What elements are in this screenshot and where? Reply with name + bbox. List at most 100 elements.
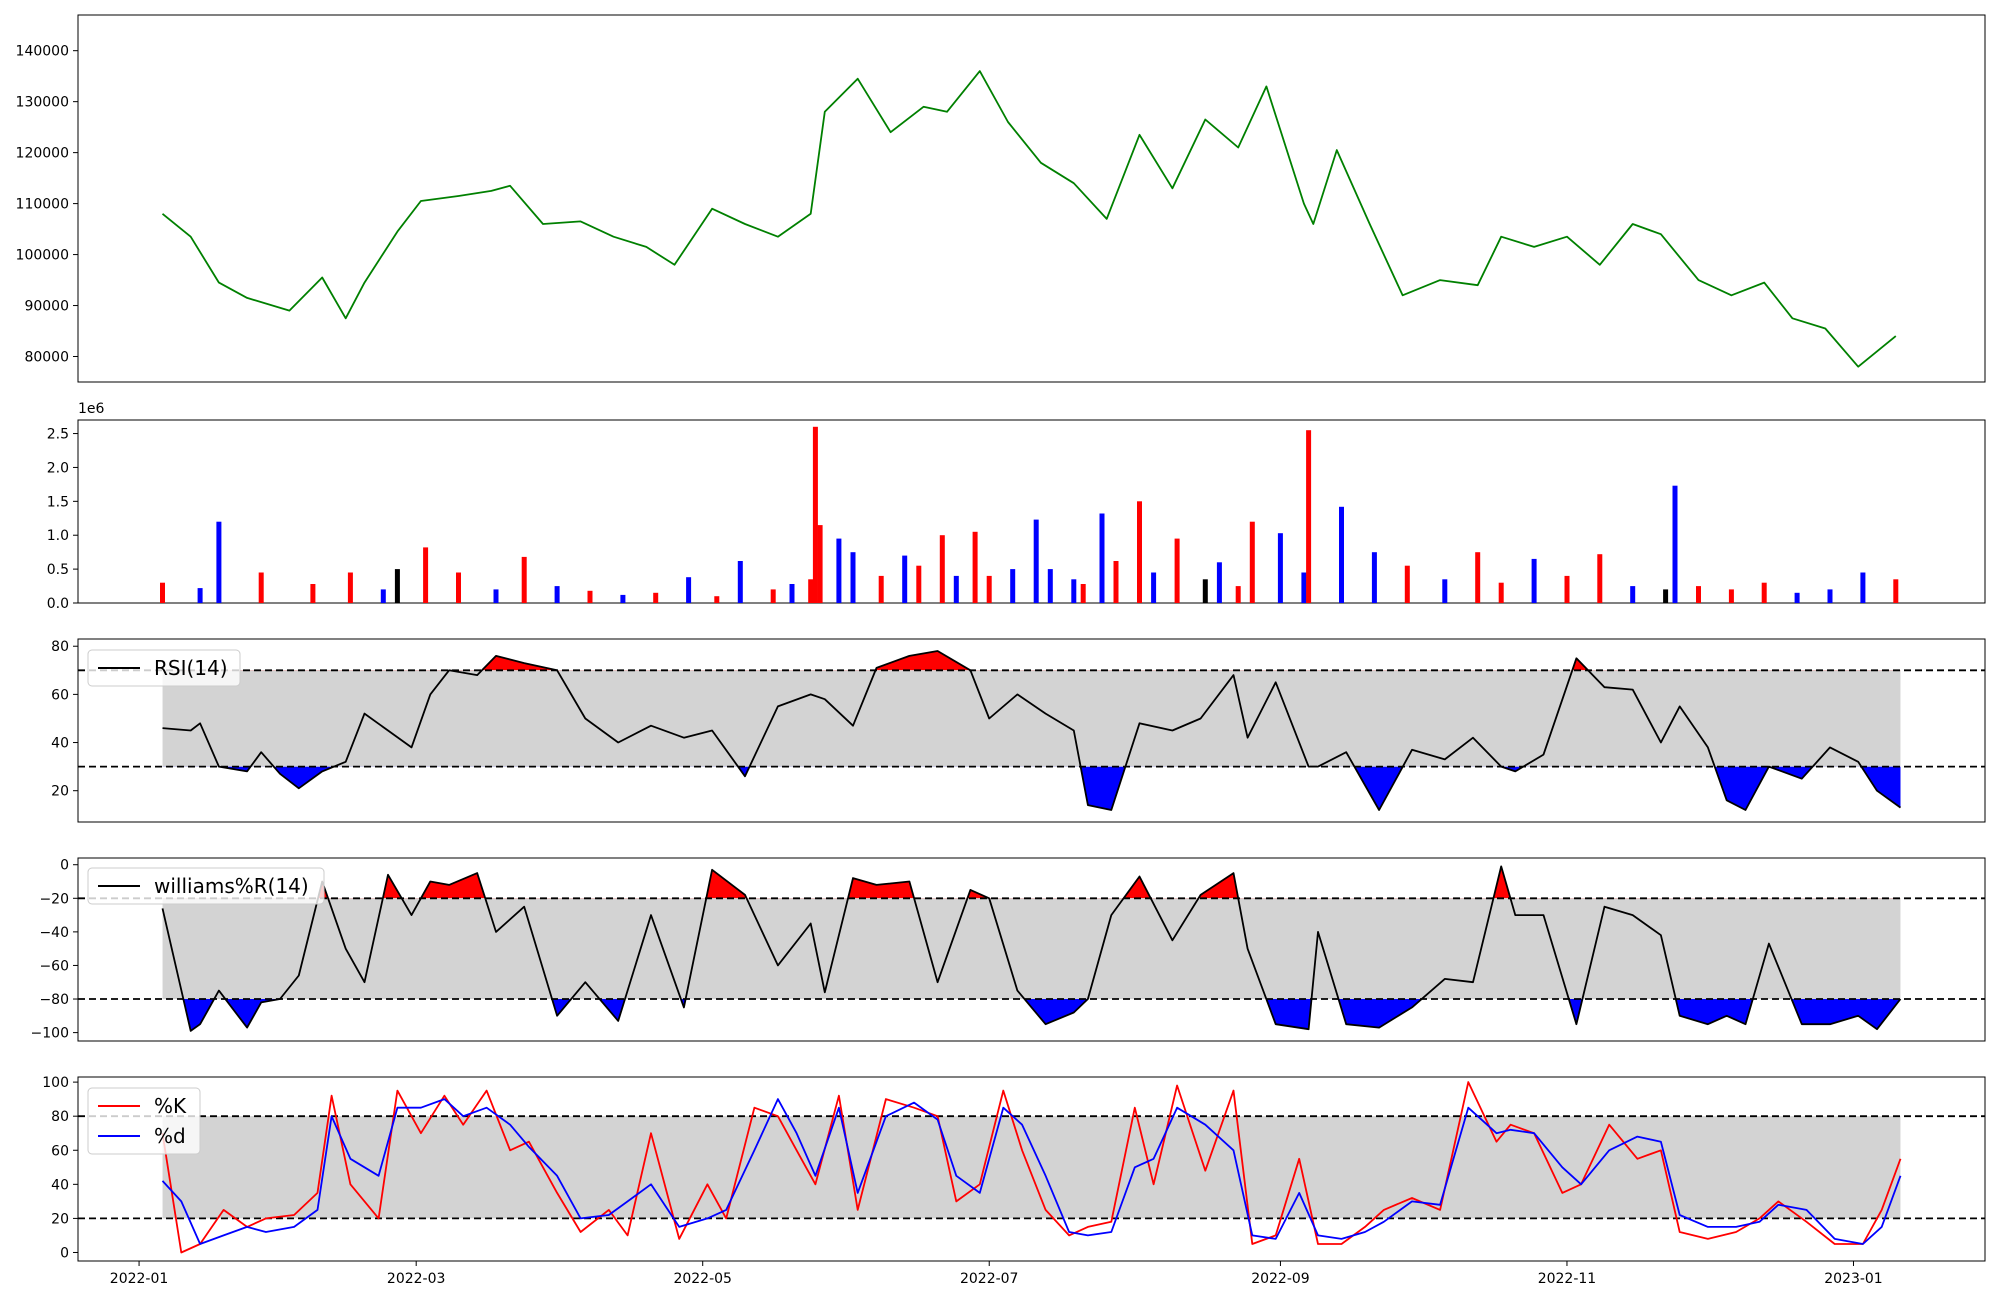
volume-bar <box>1235 586 1241 603</box>
volume-ytick-label: 1.5 <box>47 494 69 510</box>
volume-bar <box>620 594 626 603</box>
stochastic-d-line <box>161 1098 1902 1245</box>
volume-bar <box>902 555 908 603</box>
volume-bar <box>789 584 795 603</box>
stochastic-legend-label-k: %K <box>154 1094 187 1118</box>
rsi-ytick-label: 20 <box>51 784 69 800</box>
volume-panel: 1e6 0.0 0.5 1.0 1.5 2.0 2.5 <box>47 401 1986 612</box>
stochastic-legend: %K %d <box>87 1087 201 1155</box>
williams-ytick-label: −80 <box>39 992 69 1008</box>
stochastic-k-line <box>161 1081 1902 1254</box>
x-tick-label: 2022-01 <box>110 1271 169 1287</box>
stochastic-ytick-label: 40 <box>51 1177 69 1193</box>
williams-legend-label: williams%R(14) <box>154 874 309 898</box>
volume-bar <box>587 590 593 603</box>
williams-ytick-label: −40 <box>39 925 69 941</box>
x-tick-label: 2022-09 <box>1251 1271 1310 1287</box>
volume-bar <box>347 572 353 603</box>
volume-bar <box>1761 582 1767 603</box>
volume-bar <box>1099 513 1105 603</box>
volume-ytick-label: 0.0 <box>47 596 69 612</box>
volume-bar <box>1794 592 1800 603</box>
stochastic-legend-box <box>87 1087 201 1155</box>
rsi-plot-area: 20 40 60 80 <box>51 638 1986 823</box>
volume-bar <box>1047 569 1053 603</box>
williams-ytick-label: −100 <box>31 1026 69 1042</box>
williams-line <box>161 865 1902 1032</box>
volume-bar <box>986 575 992 603</box>
price-ytick-label: 90000 <box>24 299 69 315</box>
stochastic-ytick-label: 0 <box>60 1245 69 1261</box>
volume-bar <box>1301 572 1307 603</box>
price-ytick-label: 130000 <box>16 95 69 111</box>
volume-bar <box>1339 506 1344 603</box>
volume-bar <box>770 589 776 603</box>
price-ytick-label: 120000 <box>16 146 69 162</box>
volume-bar <box>493 589 499 603</box>
volume-bar <box>456 572 461 603</box>
price-panel: 80000 90000 100000 110000 120000 130000 140000 <box>16 14 1986 383</box>
volume-bar <box>953 575 959 603</box>
volume-bar <box>521 556 527 603</box>
volume-ytick-label: 2.0 <box>47 460 69 476</box>
williams-legend-box <box>87 867 325 905</box>
volume-bar <box>1827 589 1833 603</box>
rsi-legend-label: RSI(14) <box>154 656 228 680</box>
williams-ytick-label: 0 <box>60 858 69 874</box>
volume-bar <box>554 586 560 603</box>
volume-bar <box>1071 579 1077 603</box>
volume-bar <box>1893 579 1899 603</box>
volume-bar <box>1137 501 1142 603</box>
price-ytick-label: 80000 <box>24 350 69 366</box>
volume-bar <box>1728 589 1734 603</box>
volume-bar <box>216 521 222 603</box>
volume-bar <box>1371 552 1377 603</box>
volume-bar <box>686 577 692 603</box>
stochastic-frame <box>77 1076 1986 1262</box>
volume-bar <box>836 538 842 603</box>
volume-bar <box>1249 521 1255 603</box>
rsi-ytick-label: 60 <box>51 687 69 703</box>
price-line <box>161 70 1897 368</box>
price-ytick-label: 110000 <box>16 197 69 213</box>
rsi-band <box>162 670 1901 767</box>
volume-bar <box>812 426 818 603</box>
volume-ytick-label: 2.5 <box>47 427 69 443</box>
x-axis: 2022-01 2022-03 2022-05 2022-07 2022-09 2022-… <box>110 1261 1883 1287</box>
volume-bar <box>1531 558 1537 603</box>
rsi-ytick-label: 80 <box>51 639 69 655</box>
stochastic-panel: 0 20 40 60 80 100 %K %d <box>42 1075 1986 1262</box>
volume-bar <box>197 588 203 603</box>
stochastic-legend-label-d: %d <box>154 1124 186 1148</box>
williams-frame <box>77 857 1986 1042</box>
volume-ytick-label: 0.5 <box>47 562 69 578</box>
volume-bar <box>817 525 823 603</box>
rsi-overbought-fill <box>162 651 1901 671</box>
volume-bar <box>1174 538 1180 603</box>
volume-bar <box>310 584 316 603</box>
volume-bar <box>1216 562 1222 603</box>
x-tick-label: 2022-05 <box>673 1271 732 1287</box>
rsi-oversold-fill <box>219 766 1901 810</box>
williams-ytick-label: −60 <box>39 958 69 974</box>
volume-bar <box>160 582 165 603</box>
stochastic-ytick-label: 80 <box>51 1109 69 1125</box>
volume-bar <box>1663 589 1669 603</box>
volume-bar <box>1151 572 1157 603</box>
volume-bar <box>1033 519 1039 603</box>
volume-bar <box>1306 430 1312 603</box>
volume-bar <box>1202 579 1208 603</box>
volume-bar <box>1113 561 1119 603</box>
x-tick-label: 2022-03 <box>387 1271 446 1287</box>
volume-bar <box>1404 565 1410 603</box>
volume-bar <box>380 589 386 603</box>
volume-bar <box>1672 485 1678 603</box>
stochastic-plot-area: 0 20 40 60 80 100 <box>42 1075 1986 1262</box>
rsi-legend-box <box>87 649 241 687</box>
williams-legend: williams%R(14) <box>87 867 325 905</box>
price-frame <box>77 14 1986 383</box>
volume-bar <box>972 531 978 603</box>
volume-bar <box>394 569 400 603</box>
volume-bar <box>1475 552 1481 603</box>
